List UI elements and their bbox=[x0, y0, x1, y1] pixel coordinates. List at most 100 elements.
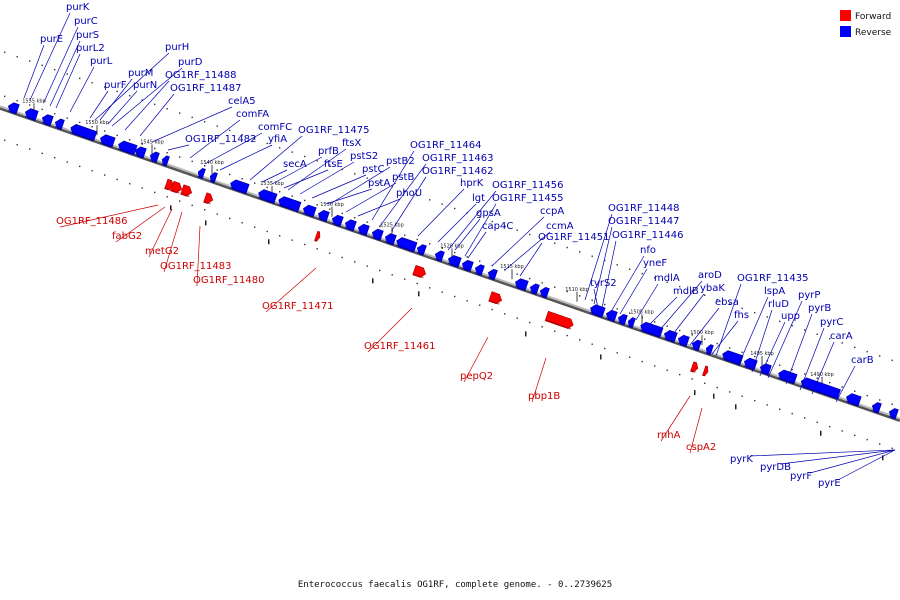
lower-guide-dot bbox=[891, 447, 893, 450]
lower-guide-dot bbox=[304, 243, 306, 246]
gene-label-yfia: yfiA bbox=[268, 134, 287, 145]
tick-label: 1545 kbp bbox=[140, 139, 164, 145]
upper-guide-dot bbox=[579, 295, 581, 297]
reverse-legend-label: Reverse bbox=[855, 28, 892, 38]
lower-guide-dot bbox=[779, 408, 781, 410]
gene-label-og1rf-11488: OG1RF_11488 bbox=[165, 70, 237, 81]
og1rf-11456-leader bbox=[447, 190, 497, 251]
forward-legend-swatch bbox=[840, 10, 851, 21]
forward-gene-arrow bbox=[488, 291, 503, 305]
upper-guide-dot bbox=[316, 204, 318, 206]
lower-guide-dot bbox=[841, 430, 843, 432]
far-guide-dot bbox=[791, 324, 793, 327]
upp-leader bbox=[759, 321, 786, 377]
reverse-gene-arrow bbox=[691, 339, 702, 352]
gene-label-purl: purL bbox=[90, 56, 113, 67]
upper-guide-dot bbox=[91, 126, 93, 128]
track-marker bbox=[170, 205, 172, 211]
gene-label-rnha: rnhA bbox=[657, 430, 681, 441]
lower-guide-dot bbox=[654, 365, 656, 367]
lower-guide-dot bbox=[641, 360, 643, 363]
lspa-leader bbox=[737, 296, 769, 367]
far-guide-dot bbox=[866, 350, 868, 353]
lower-guide-dot bbox=[204, 209, 206, 211]
lower-guide-dot bbox=[691, 378, 693, 380]
upper-guide-dot bbox=[204, 165, 206, 167]
ccpa-leader bbox=[491, 216, 545, 267]
gene-labels: purK purC purS purE purL2 purL purH purD purMpur… bbox=[23, 2, 896, 489]
upper-guide-dot bbox=[504, 269, 506, 271]
upper-guide-dot bbox=[241, 178, 243, 180]
lower-guide-dot bbox=[416, 282, 418, 285]
far-guide-dot bbox=[666, 281, 668, 283]
purm-leader bbox=[99, 78, 133, 121]
comfa-leader bbox=[189, 119, 241, 159]
lower-guide-dot bbox=[341, 256, 343, 259]
far-guide-dot bbox=[316, 160, 318, 162]
lower-guide-dot bbox=[229, 217, 231, 220]
phou-leader bbox=[357, 198, 401, 217]
gene-label-cap4c: cap4C bbox=[482, 221, 513, 232]
reverse-gene-arrow bbox=[357, 223, 370, 236]
rlud-leader bbox=[751, 309, 773, 373]
gene-label-og1rf-11471: OG1RF_11471 bbox=[262, 301, 334, 312]
far-guide-dot bbox=[166, 108, 168, 110]
upper-guide-dot bbox=[366, 221, 368, 223]
gene-label-lspa: lspA bbox=[764, 286, 785, 297]
gene-label-og1rf-11447: OG1RF_11447 bbox=[608, 216, 680, 227]
far-guide-dot bbox=[366, 177, 368, 179]
pure-leader bbox=[23, 44, 45, 99]
gene-label-comfc: comFC bbox=[258, 122, 292, 133]
cap4c-leader bbox=[467, 231, 487, 259]
lower-guide-dot bbox=[91, 170, 93, 172]
og1rf-11471-leader bbox=[265, 267, 317, 313]
gene-label-og1rf-11487: OG1RF_11487 bbox=[170, 83, 242, 94]
gene-label-pyrf: pyrF bbox=[790, 471, 812, 482]
reverse-gene-arrow bbox=[605, 309, 618, 323]
reverse-gene-arrow bbox=[257, 189, 278, 204]
far-guide-dot bbox=[216, 125, 218, 127]
purl2-leader bbox=[55, 53, 81, 109]
far-guide-dot bbox=[416, 194, 418, 197]
reverse-gene-arrow bbox=[617, 314, 628, 326]
track-marker bbox=[525, 331, 527, 337]
lower-guide-dot bbox=[791, 412, 793, 415]
upper-guide-dot bbox=[141, 143, 143, 145]
gene-label-purl2: purL2 bbox=[76, 43, 105, 54]
prfb-leader bbox=[271, 156, 323, 185]
purd-leader bbox=[111, 67, 183, 127]
upper-guide-dot bbox=[529, 277, 531, 280]
lower-guide-dot bbox=[629, 356, 631, 358]
reverse-gene-arrow bbox=[229, 179, 250, 195]
reverse-gene-arrow bbox=[677, 334, 690, 348]
upper-guide-dot bbox=[341, 212, 343, 215]
forward-gene-arrow bbox=[690, 361, 699, 373]
lower-guide-dot bbox=[866, 438, 868, 441]
far-guide-dot bbox=[591, 255, 593, 257]
carb-leader bbox=[835, 365, 856, 403]
upper-guide-dot bbox=[829, 381, 831, 384]
forward-gene-arrow bbox=[412, 264, 427, 279]
lower-guide-dot bbox=[491, 308, 493, 311]
og1rf-11475-leader bbox=[249, 135, 303, 181]
gene-label-psta: pstA bbox=[368, 178, 390, 189]
forward-gene-arrow bbox=[702, 365, 709, 377]
far-guide-dot bbox=[204, 121, 206, 123]
gene-label-og1rf-11435: OG1RF_11435 bbox=[737, 273, 809, 284]
upper-guide-dot bbox=[666, 325, 668, 327]
reverse-gene-arrow bbox=[800, 377, 841, 400]
lower-guide-dot bbox=[66, 161, 68, 163]
gene-label-psts2: pstS2 bbox=[350, 151, 378, 162]
reverse-gene-arrow bbox=[302, 204, 317, 218]
upper-guide-dot bbox=[779, 364, 781, 366]
gene-label-pepq2: pepQ2 bbox=[460, 371, 493, 382]
purh-leader bbox=[94, 52, 170, 121]
upper-guide-dot bbox=[841, 386, 843, 388]
cela5-leader bbox=[151, 106, 233, 143]
track-marker bbox=[418, 291, 420, 297]
lower-guide-dot bbox=[391, 274, 393, 276]
tick-label: 1530 kbp bbox=[320, 202, 344, 208]
lower-guide-dot bbox=[804, 417, 806, 419]
reverse-gene-arrow bbox=[589, 304, 606, 318]
